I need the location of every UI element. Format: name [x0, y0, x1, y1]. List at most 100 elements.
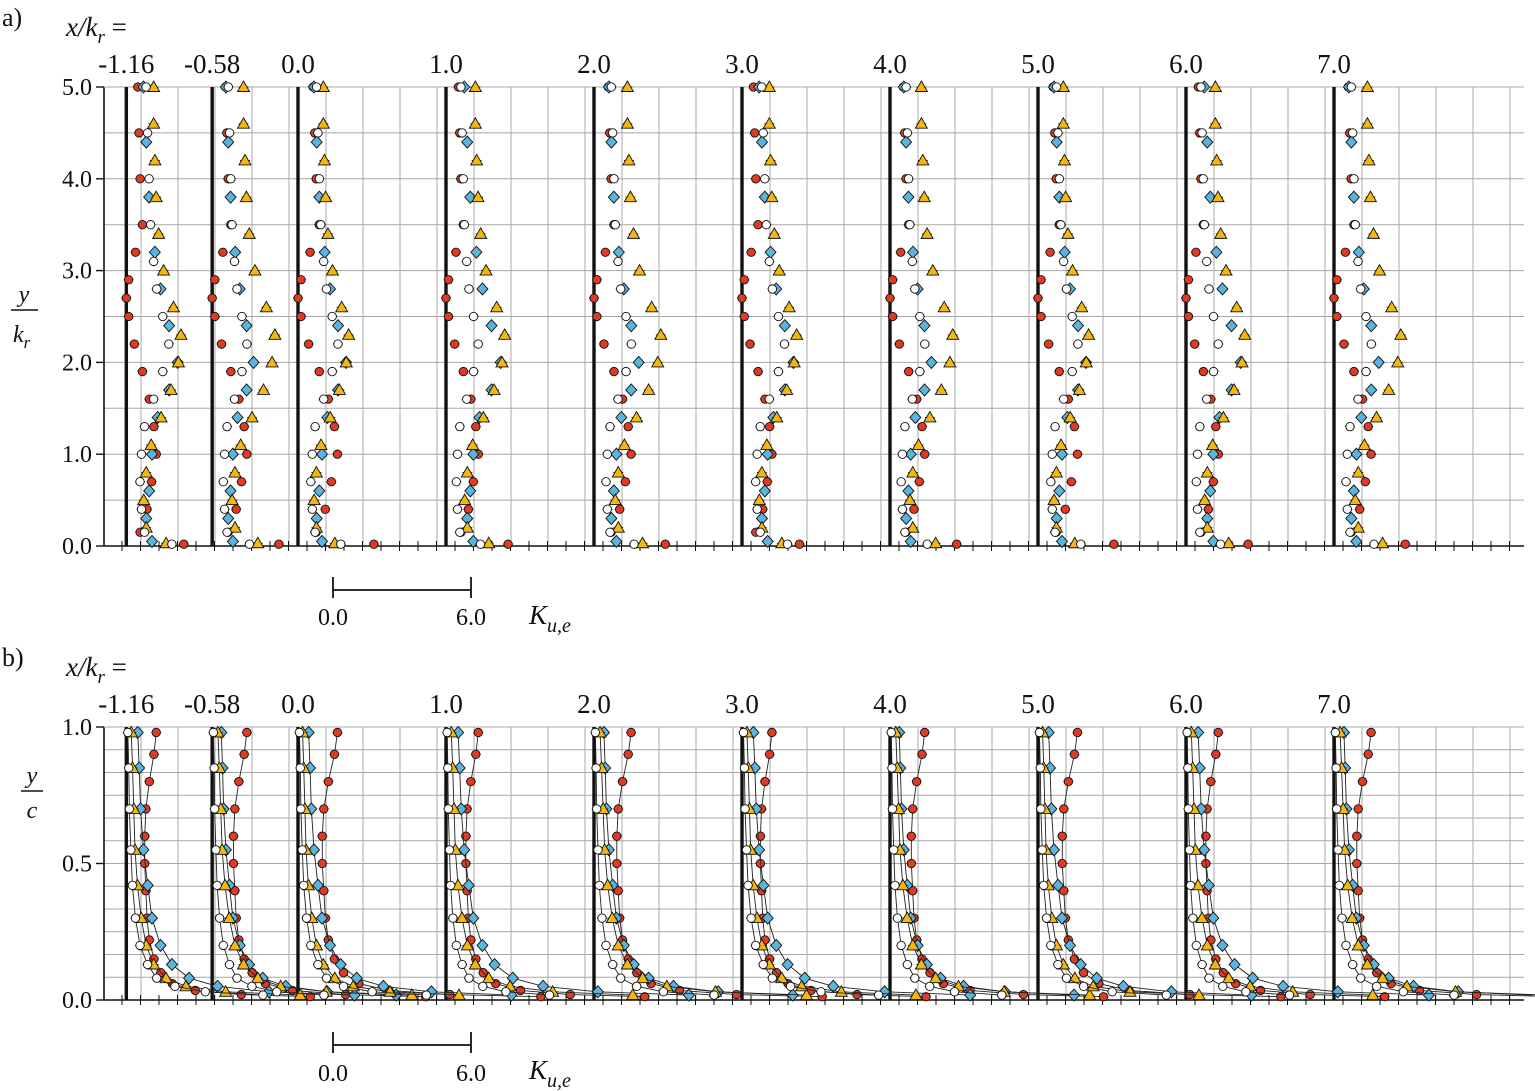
data-point [174, 327, 188, 340]
data-point [216, 339, 227, 349]
data-point [1360, 80, 1375, 92]
data-point [476, 938, 489, 953]
data-point [620, 116, 635, 129]
data-point [1203, 504, 1214, 514]
data-point [943, 355, 957, 368]
data-point [1047, 493, 1061, 506]
data-point [476, 282, 489, 296]
data-point [316, 116, 331, 129]
data-point [1056, 116, 1071, 129]
data-point [1192, 449, 1203, 459]
data-point [911, 438, 926, 450]
data-point [608, 959, 618, 970]
data-point [211, 845, 221, 855]
data-point [151, 226, 166, 239]
data-point [135, 940, 145, 951]
data-point [917, 749, 927, 759]
data-point [592, 275, 602, 285]
data-point [452, 504, 463, 514]
data-point [234, 776, 244, 787]
data-point [1069, 422, 1080, 432]
data-point [139, 527, 150, 537]
data-point [799, 988, 814, 1001]
data-point [1183, 311, 1194, 322]
data-point [141, 82, 151, 92]
data-point [1211, 422, 1221, 432]
data-point [764, 422, 775, 432]
data-point [139, 465, 153, 478]
data-point [607, 190, 620, 204]
data-point [1054, 174, 1065, 184]
data-point [1183, 275, 1194, 285]
profile-line [130, 732, 301, 996]
data-point [899, 135, 913, 149]
data-point [240, 319, 253, 333]
data-point [1192, 504, 1203, 514]
data-point [1098, 992, 1109, 1002]
data-point [1345, 911, 1359, 924]
data-point [237, 366, 247, 377]
data-point [457, 493, 472, 506]
data-point [311, 878, 325, 893]
data-point [1209, 153, 1224, 166]
data-point [623, 749, 633, 759]
data-point [751, 940, 761, 951]
data-point [143, 484, 156, 498]
data-point [1394, 327, 1408, 340]
data-point [228, 465, 242, 478]
data-point [789, 327, 804, 340]
data-point [616, 973, 626, 983]
data-point [1197, 128, 1207, 138]
data-point [1035, 763, 1045, 773]
data-point [1067, 311, 1077, 322]
data-point [602, 504, 612, 514]
data-point [1366, 339, 1377, 349]
data-point [1400, 539, 1410, 549]
data-point [451, 477, 461, 487]
data-point [635, 536, 650, 549]
data-point [207, 293, 217, 303]
data-point [635, 971, 650, 984]
panel-b-label: b) [2, 643, 24, 672]
data-point [1375, 536, 1390, 549]
data-point [1054, 366, 1064, 377]
data-point [471, 749, 481, 759]
data-point [755, 135, 769, 149]
data-point [443, 311, 454, 322]
data-point [313, 128, 323, 138]
data-point [1228, 957, 1241, 972]
data-point [899, 511, 913, 526]
data-point [1036, 804, 1046, 814]
data-point [1204, 484, 1217, 498]
data-point [641, 383, 656, 395]
data-point [615, 504, 625, 514]
data-point [151, 727, 161, 738]
data-point [738, 727, 749, 738]
data-point [1036, 275, 1046, 285]
station-label: 0.0 [281, 689, 315, 719]
data-point [1074, 957, 1087, 972]
data-point [1345, 135, 1358, 149]
data-point [901, 82, 911, 92]
data-point [740, 804, 750, 814]
data-point [786, 988, 799, 1002]
data-point [145, 220, 156, 230]
data-point [609, 174, 619, 184]
data-point [1349, 366, 1359, 377]
data-point [367, 987, 377, 997]
data-point [236, 989, 246, 1000]
data-point [1360, 116, 1375, 129]
data-point [915, 366, 925, 377]
data-point [1213, 727, 1223, 738]
data-point [460, 465, 475, 478]
data-point [918, 319, 931, 333]
data-point [1330, 727, 1340, 738]
data-point [251, 536, 265, 549]
y-tick-label: 0.0 [62, 534, 92, 560]
data-point [468, 116, 483, 129]
data-point [763, 153, 778, 166]
data-point [755, 527, 765, 537]
data-point [222, 135, 235, 149]
data-point [897, 504, 908, 514]
data-point [459, 220, 470, 230]
